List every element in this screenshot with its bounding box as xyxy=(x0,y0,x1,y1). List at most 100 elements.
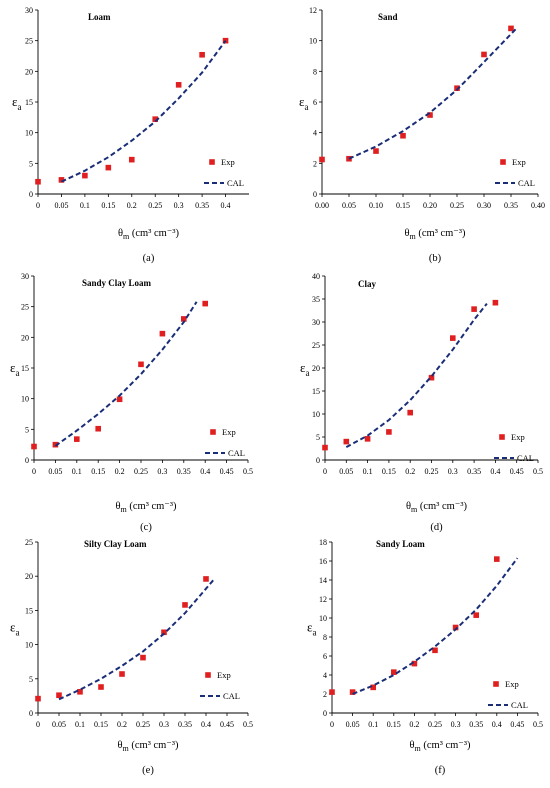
y-tick-label: 5 xyxy=(316,433,320,442)
y-tick-label: 0 xyxy=(29,190,33,199)
x-tick-label: 0.25 xyxy=(425,467,439,476)
data-point-exp xyxy=(105,164,112,171)
chart-title: Sandy Loam xyxy=(376,539,425,549)
y-axis-label: εa xyxy=(12,94,21,112)
panel-caption: (f) xyxy=(435,765,446,776)
panel-caption: (d) xyxy=(430,522,443,533)
y-axis-label-symbol: ε xyxy=(299,94,305,109)
y-tick-label: 25 xyxy=(21,303,29,312)
x-tick-label: 0 xyxy=(32,467,36,476)
y-tick-label: 40 xyxy=(312,272,320,281)
y-tick-label: 5 xyxy=(25,425,29,434)
y-tick-label: 12 xyxy=(319,595,327,604)
data-point-exp xyxy=(199,51,205,58)
data-point-exp xyxy=(58,177,65,183)
chart-panel-d: 0 5 10 15 20 25 30 35 40 0 0.05 0.1 0.15 0.2 0.25 0.3 0.… xyxy=(300,272,543,533)
y-tick-label: 4 xyxy=(313,129,317,138)
y-axis-label-symbol: ε xyxy=(10,360,16,375)
legend-label-cal: CAL xyxy=(517,453,534,463)
x-axis-label-units: (cm³ cm⁻³) xyxy=(416,228,466,239)
data-point-exp xyxy=(119,671,125,677)
series-line-cal xyxy=(58,578,216,701)
data-point-exp xyxy=(159,330,166,337)
x-tick-label: 0.45 xyxy=(510,720,524,729)
data-point-exp xyxy=(222,37,229,44)
x-tick-label: 0.2 xyxy=(405,467,415,476)
x-tick-label: 0.05 xyxy=(54,201,68,210)
panel-caption: (a) xyxy=(143,253,155,264)
x-axis-label-symbol: θ xyxy=(117,740,122,751)
legend-label-exp: Exp xyxy=(217,670,231,680)
y-axis-label-symbol: ε xyxy=(300,360,306,375)
data-point-exp xyxy=(140,654,146,661)
y-axis-label-symbol: ε xyxy=(10,620,16,635)
x-tick-label: 0.40 xyxy=(531,201,545,210)
legend-swatch-exp xyxy=(500,159,506,165)
y-tick-label: 30 xyxy=(25,6,33,15)
x-tick-label: 0.5 xyxy=(533,720,543,729)
chart-title: Sand xyxy=(378,12,398,22)
legend: Exp CAL xyxy=(488,679,528,710)
x-tick-label: 0.05 xyxy=(346,720,360,729)
legend-label-cal: CAL xyxy=(223,691,240,701)
x-tick-label: 0.2 xyxy=(127,201,137,210)
x-tick-label: 0.15 xyxy=(101,201,115,210)
x-tick-label: 0.3 xyxy=(451,720,461,729)
x-tick-label: 0.15 xyxy=(387,720,401,729)
y-axis-label-subscript: a xyxy=(17,102,21,112)
x-tick-label: 0 xyxy=(330,720,334,729)
x-tick-label: 0.35 xyxy=(469,720,483,729)
y-tick-label: 0 xyxy=(323,709,327,718)
chart-title: Clay xyxy=(358,279,377,289)
x-axis-label-subscript: m xyxy=(121,505,128,514)
legend-swatch-exp xyxy=(493,681,499,687)
data-point-exp xyxy=(432,647,438,654)
data-point-exp xyxy=(400,132,406,139)
legend-swatch-exp xyxy=(205,672,211,678)
panel-caption: (e) xyxy=(142,765,154,776)
x-tick-label: 0.05 xyxy=(342,201,356,210)
data-point-exp xyxy=(494,556,500,562)
x-tick-label: 0.4 xyxy=(490,467,500,476)
data-point-exp xyxy=(364,436,371,442)
x-axis-label-symbol: θ xyxy=(409,740,414,751)
series-line-cal xyxy=(345,302,488,448)
x-tick-label: 0.15 xyxy=(94,720,108,729)
x-axis-label-symbol: θ xyxy=(118,228,123,239)
data-point-exp xyxy=(116,396,123,403)
data-point-exp xyxy=(56,692,62,699)
legend-label-exp: Exp xyxy=(511,432,525,442)
series-line-cal xyxy=(348,27,518,160)
legend-label-exp: Exp xyxy=(512,157,526,167)
x-tick-label: 0.5 xyxy=(243,720,253,729)
y-axis-label: εa xyxy=(10,360,19,378)
x-tick-label: 0.1 xyxy=(75,720,85,729)
x-tick-label: 0.35 xyxy=(177,467,191,476)
x-tick-label: 0.05 xyxy=(339,467,353,476)
data-point-exp xyxy=(391,669,397,675)
y-tick-label: 30 xyxy=(312,318,320,327)
x-tick-label: 0 xyxy=(36,720,40,729)
data-point-exp xyxy=(203,576,209,582)
series-line-cal xyxy=(54,301,198,447)
x-tick-label: 0.4 xyxy=(221,201,231,210)
x-axis-label-subscript: m xyxy=(411,505,418,514)
data-point-exp xyxy=(386,429,392,435)
data-point-exp xyxy=(373,148,379,154)
x-tick-label: 0.2 xyxy=(117,720,127,729)
x-tick-label: 0.1 xyxy=(80,201,90,210)
y-tick-label: 0 xyxy=(25,456,29,465)
data-point-exp xyxy=(492,299,499,306)
x-axis-label-units: (cm³ cm⁻³) xyxy=(129,228,179,239)
x-tick-label: 0.35 xyxy=(504,201,518,210)
x-tick-label: 0.25 xyxy=(136,720,150,729)
data-point-exp xyxy=(508,25,514,32)
data-point-exp xyxy=(322,444,328,451)
chart-panel-a: 0 5 10 15 20 25 30 0 0.05 0.1 0.15 0.2 0.25 0.3 0.35 0.… xyxy=(12,6,249,264)
x-tick-label: 0.5 xyxy=(243,467,253,476)
data-point-exp xyxy=(128,156,135,163)
x-tick-label: 0 xyxy=(323,467,327,476)
x-tick-label: 0.10 xyxy=(369,201,383,210)
legend-label-exp: Exp xyxy=(221,157,235,167)
x-tick-label: 0.25 xyxy=(148,201,162,210)
